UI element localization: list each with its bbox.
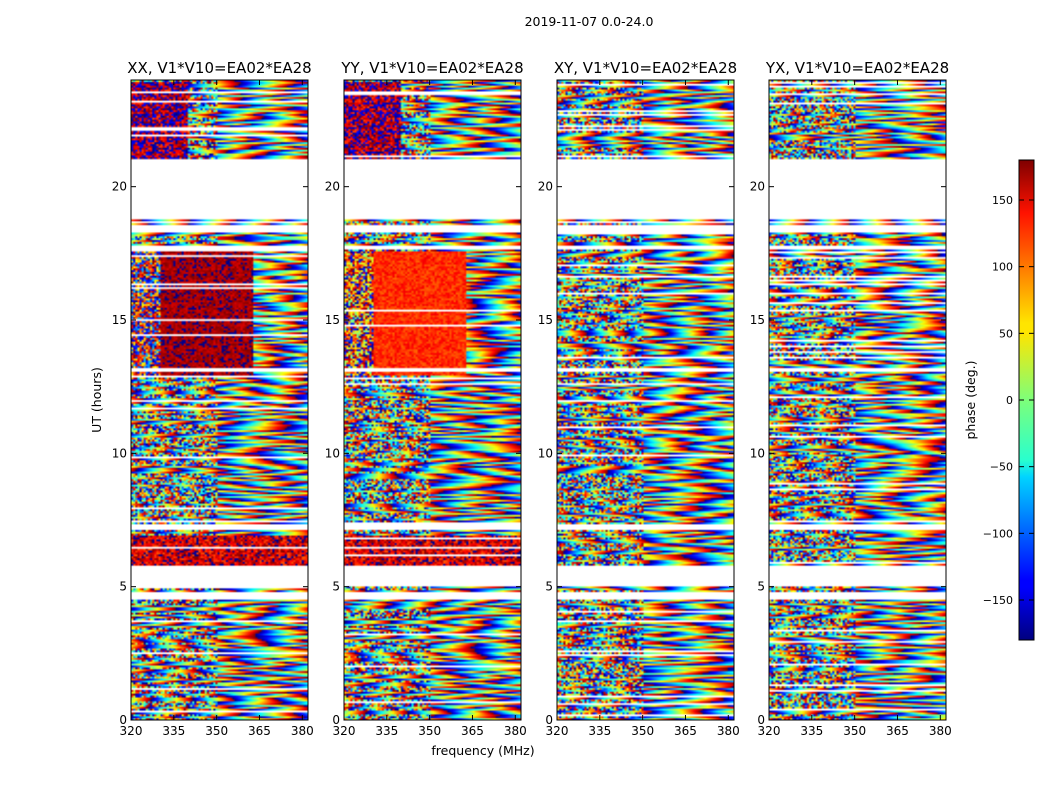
panel-yx: YX, V1*V10=EA02*EA28 320 335 350 365 380 0 5 10 1… xyxy=(750,59,952,738)
y-tick-label: 20 xyxy=(112,180,127,194)
x-tick-label: 335 xyxy=(375,724,398,738)
x-tick-label: 380 xyxy=(929,724,952,738)
y-tick-label: 10 xyxy=(538,446,553,460)
phase-heatmap xyxy=(344,80,521,720)
phase-heatmap xyxy=(131,80,308,720)
y-tick-label: 0 xyxy=(757,713,765,727)
colorbar-label: phase (deg.) xyxy=(963,361,978,440)
x-tick-label: 320 xyxy=(120,724,143,738)
axes-frame xyxy=(343,79,522,721)
y-tick-label: 0 xyxy=(545,713,553,727)
x-tick-label: 320 xyxy=(333,724,356,738)
y-tick-label: 0 xyxy=(332,713,340,727)
colorbar-tick-label: 0 xyxy=(1006,394,1013,407)
y-tick-label: 15 xyxy=(325,313,340,327)
y-tick-label: 0 xyxy=(119,713,127,727)
colorbar-tick-label: 150 xyxy=(992,194,1013,207)
y-axis-label: UT (hours) xyxy=(89,367,104,433)
x-tick-label: 350 xyxy=(631,724,654,738)
y-tick-label: 5 xyxy=(332,580,340,594)
x-tick-label: 365 xyxy=(248,724,271,738)
axes-frame xyxy=(768,79,947,721)
y-tick-label: 15 xyxy=(112,313,127,327)
colorbar-tick-label: −150 xyxy=(983,594,1013,607)
panel-title: YX, V1*V10=EA02*EA28 xyxy=(765,59,949,77)
colorbar-tick-label: 50 xyxy=(999,327,1013,340)
x-tick-label: 320 xyxy=(758,724,781,738)
figure-suptitle: 2019-11-07 0.0-24.0 xyxy=(525,14,654,29)
x-tick-label: 350 xyxy=(205,724,228,738)
axes-frame xyxy=(556,79,735,721)
x-axis-label: frequency (MHz) xyxy=(431,743,534,758)
y-tick-label: 10 xyxy=(112,446,127,460)
x-tick-label: 365 xyxy=(886,724,909,738)
panel-title: XY, V1*V10=EA02*EA28 xyxy=(554,59,737,77)
y-tick-label: 10 xyxy=(325,446,340,460)
x-tick-label: 350 xyxy=(843,724,866,738)
y-tick-label: 20 xyxy=(325,180,340,194)
panel-yy: YY, V1*V10=EA02*EA28 320 335 350 365 380 0 5 10 1… xyxy=(325,59,527,738)
colorbar-tick-label: −100 xyxy=(983,527,1013,540)
colorbar-tick-label: 100 xyxy=(992,261,1013,274)
phase-heatmap xyxy=(557,80,734,720)
x-tick-label: 335 xyxy=(800,724,823,738)
y-tick-label: 15 xyxy=(750,313,765,327)
x-tick-label: 365 xyxy=(674,724,697,738)
panel-xy: XY, V1*V10=EA02*EA28 320 335 350 365 380 0 5 10 1… xyxy=(538,59,740,738)
x-tick-label: 380 xyxy=(291,724,314,738)
y-tick-label: 10 xyxy=(750,446,765,460)
x-tick-label: 320 xyxy=(546,724,569,738)
panel-xx: XX, V1*V10=EA02*EA28 320 335 350 365 380 0 5 10 1… xyxy=(112,59,314,738)
y-tick-label: 5 xyxy=(757,580,765,594)
x-tick-label: 335 xyxy=(588,724,611,738)
colorbar-tick-label: −50 xyxy=(990,461,1013,474)
y-tick-label: 20 xyxy=(750,180,765,194)
x-tick-label: 380 xyxy=(717,724,740,738)
panel-title: YY, V1*V10=EA02*EA28 xyxy=(340,59,523,77)
x-tick-label: 335 xyxy=(162,724,185,738)
x-tick-label: 365 xyxy=(461,724,484,738)
y-tick-label: 20 xyxy=(538,180,553,194)
x-tick-label: 350 xyxy=(418,724,441,738)
phase-heatmap xyxy=(769,80,946,720)
y-tick-label: 5 xyxy=(545,580,553,594)
panel-title: XX, V1*V10=EA02*EA28 xyxy=(127,59,311,77)
y-tick-label: 15 xyxy=(538,313,553,327)
y-tick-label: 5 xyxy=(119,580,127,594)
colorbar: 150 100 50 0 −50 −100 −150 phase (deg.) xyxy=(963,159,1035,641)
axes-frame xyxy=(130,79,309,721)
x-tick-label: 380 xyxy=(504,724,527,738)
